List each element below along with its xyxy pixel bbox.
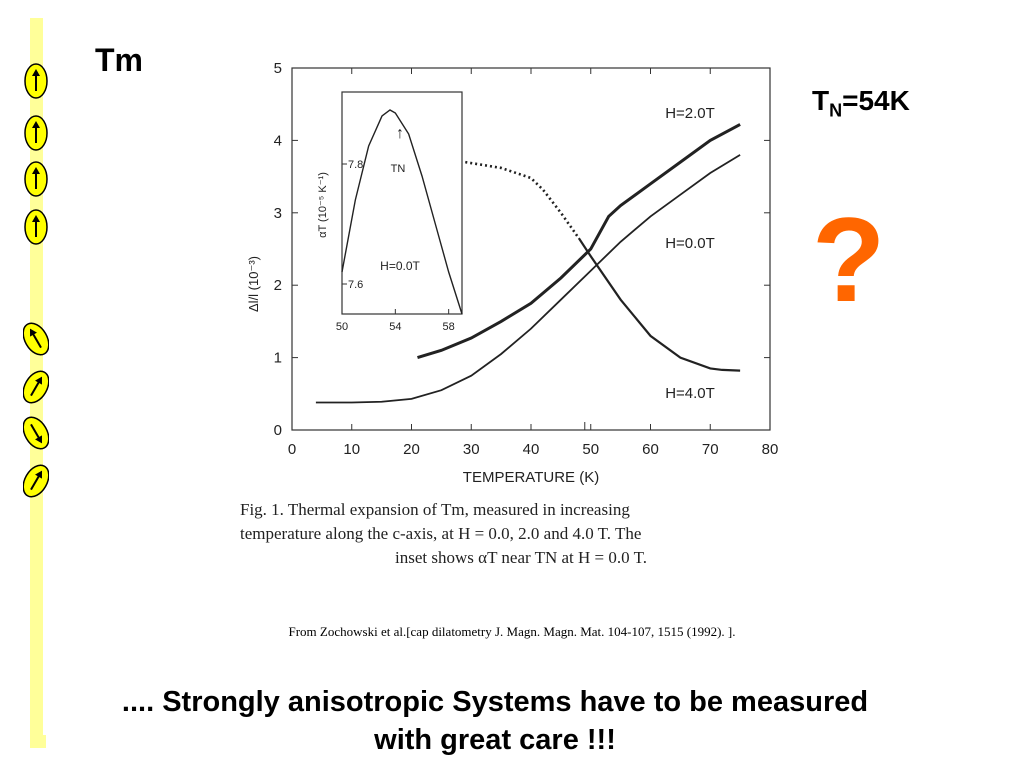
caption-line-3: inset shows αT near TN at H = 0.0 T. [395, 548, 647, 567]
series-label: H=0.0T [665, 235, 715, 252]
x-tick-label: 0 [288, 441, 296, 458]
caption-line-2: temperature along the c-axis, at H = 0.0… [240, 524, 642, 543]
y-tick-label: 1 [274, 350, 282, 367]
arrow-up-icon [24, 161, 48, 197]
conclusion-line-1: .... Strongly anisotropic Systems have t… [121, 686, 869, 718]
sidebar-bar-foot [30, 735, 46, 748]
inset-x-tick-label: 58 [443, 321, 455, 333]
x-tick-label: 30 [463, 441, 480, 458]
tn-subscript: N [829, 100, 843, 121]
series-line [577, 237, 741, 372]
arrow-up-icon [24, 115, 48, 151]
y-tick-label: 0 [274, 422, 282, 439]
x-axis-label: TEMPERATURE (K) [463, 469, 599, 486]
inset-x-tick-label: 50 [336, 321, 348, 333]
figure-caption: Fig. 1. Thermal expansion of Tm, measure… [240, 498, 802, 570]
conclusion-line-2: with great care !!! [374, 724, 616, 756]
x-tick-label: 60 [642, 441, 659, 458]
inset-y-tick-label: 7.6 [348, 279, 363, 291]
y-tick-label: 3 [274, 205, 282, 222]
y-tick-label: 5 [274, 60, 282, 77]
x-tick-label: 50 [582, 441, 599, 458]
inset-tn-annotation: TN [391, 163, 406, 175]
arrow-up-icon [24, 209, 48, 245]
y-axis-label: Δl/l (10⁻³) [246, 256, 261, 312]
conclusion-text: .... Strongly anisotropic Systems have t… [0, 683, 990, 759]
citation: From Zochowski et al.[cap dilatometry J.… [288, 624, 736, 639]
y-tick-label: 2 [274, 277, 282, 294]
inset-y-axis-label: αT (10⁻⁵ K⁻¹) [317, 172, 329, 238]
x-tick-label: 40 [523, 441, 540, 458]
inset-field-annotation: H=0.0T [380, 259, 420, 273]
tn-symbol: T [812, 85, 830, 116]
arrow-tilted-icon [23, 464, 49, 498]
inset-x-tick-label: 54 [389, 321, 401, 333]
question-mark: ? [812, 193, 886, 327]
neel-temperature-label: TN=54K [812, 85, 910, 122]
inset-arrow-annotation: ↑ [396, 125, 404, 142]
series-label: H=4.0T [665, 385, 715, 402]
x-tick-label: 20 [403, 441, 420, 458]
series-label: H=2.0T [665, 105, 715, 122]
inset-series-line [341, 109, 463, 315]
caption-line-1: Fig. 1. Thermal expansion of Tm, measure… [240, 500, 630, 519]
arrow-tilted-icon [23, 370, 49, 404]
x-tick-label: 80 [762, 441, 779, 458]
inset-y-tick-label: 7.8 [348, 159, 363, 171]
y-tick-label: 4 [274, 132, 282, 149]
arrow-tilted-icon [23, 416, 49, 450]
arrow-tilted-icon [23, 322, 49, 356]
series-line [315, 154, 741, 404]
series-line [417, 123, 741, 360]
tn-value: =54K [842, 85, 910, 116]
x-tick-label: 10 [343, 441, 360, 458]
inset-frame [341, 91, 463, 315]
x-tick-label: 70 [702, 441, 719, 458]
series-line-dotted [465, 160, 580, 239]
slide-title: Tm [95, 42, 143, 78]
arrow-up-icon [24, 63, 48, 99]
